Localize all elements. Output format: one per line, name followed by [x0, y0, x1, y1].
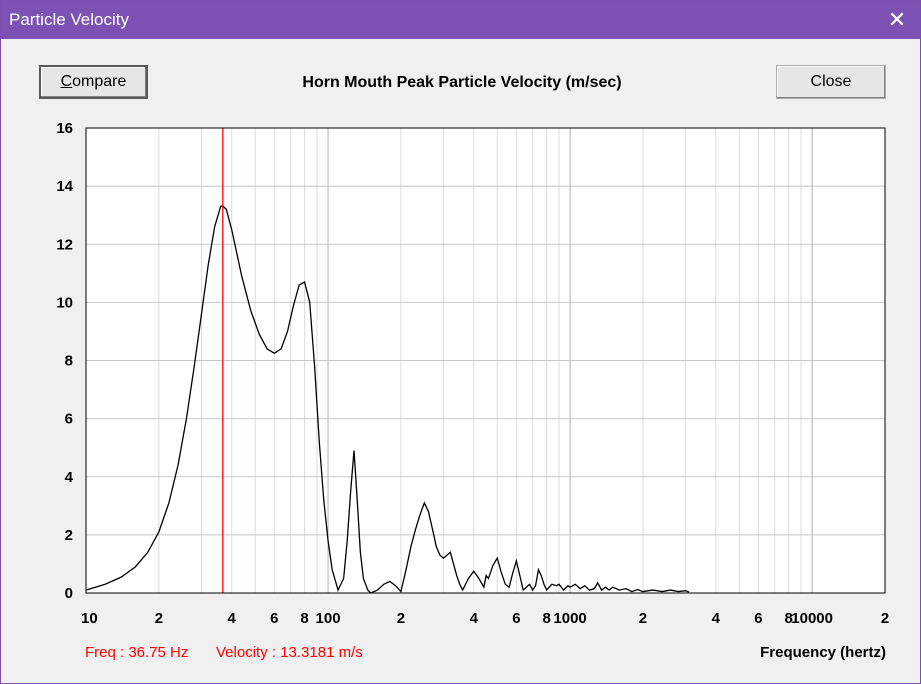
x-tick-label: 4: [712, 610, 721, 627]
y-tick-label: 12: [56, 236, 73, 253]
close-button[interactable]: Close: [776, 65, 886, 99]
x-tick-label: 100: [316, 610, 341, 627]
y-tick-label: 10: [56, 294, 73, 311]
compare-button-label: ompare: [72, 73, 127, 90]
y-tick-label: 2: [65, 527, 73, 544]
y-tick-label: 16: [56, 120, 73, 137]
x-tick-label: 8: [300, 610, 308, 627]
frequency-readout: Freq : 36.75 Hz: [85, 644, 189, 661]
x-tick-label: 2: [155, 610, 163, 627]
velocity-readout: Velocity : 13.3181 m/s: [216, 644, 363, 661]
x-tick-label: 8: [785, 610, 793, 627]
x-tick-label: 6: [512, 610, 520, 627]
y-tick-label: 0: [65, 585, 73, 602]
compare-button-mnemonic: C: [60, 73, 73, 90]
x-tick-label: 8: [542, 610, 550, 627]
x-tick-label: 2: [881, 610, 889, 627]
x-tick-label: 10000: [791, 610, 833, 627]
x-tick-label: 6: [270, 610, 278, 627]
close-icon[interactable]: ✕: [887, 7, 907, 32]
x-tick-label: 2: [397, 610, 405, 627]
y-tick-label: 4: [65, 469, 74, 486]
title-bar[interactable]: Particle Velocity ✕: [1, 1, 920, 39]
y-tick-label: 8: [65, 353, 73, 370]
y-axis-tick-labels: 0 2 4 6 8 10 12 14 16: [56, 120, 73, 602]
x-tick-label: 10: [81, 610, 98, 627]
y-tick-label: 6: [65, 411, 73, 428]
chart-title: Horn Mouth Peak Particle Velocity (m/sec…: [302, 74, 622, 91]
x-tick-label: 1000: [553, 610, 586, 627]
velocity-series-line: [85, 205, 690, 594]
plot-border: [85, 127, 886, 594]
x-tick-label: 4: [228, 610, 237, 627]
window-title: Particle Velocity: [9, 10, 129, 29]
grid-lines: [86, 128, 885, 593]
x-tick-label: 6: [754, 610, 762, 627]
x-tick-label: 4: [470, 610, 479, 627]
y-tick-label: 14: [56, 178, 73, 195]
x-tick-label: 2: [639, 610, 647, 627]
x-axis-title: Frequency (hertz): [760, 644, 886, 661]
